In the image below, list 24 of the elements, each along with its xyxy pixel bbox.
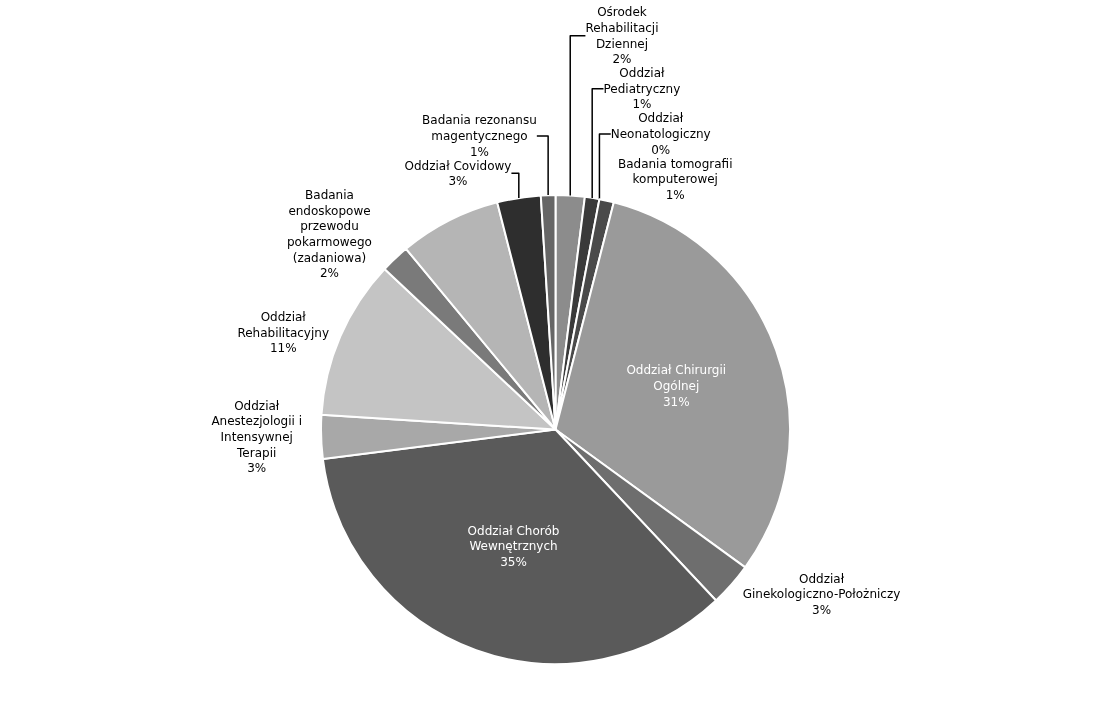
category-label: Oddział Neonatologiczny — [610, 111, 711, 141]
data-label: 2% — [319, 266, 340, 281]
slice-label: Oddział Anestezjologii i Intensywnej Terapii — [211, 398, 303, 460]
text: 0% — [651, 142, 671, 157]
data-label: 11% — [269, 341, 297, 356]
data-label: 35% — [500, 554, 527, 569]
slice-label: Badania tomografii komputerowej — [617, 156, 733, 187]
slice-label: Badania rezonansu magentycznego — [422, 113, 537, 143]
data-label: 3% — [448, 174, 468, 189]
slice-label: Oddział Rehabilitacyjny — [237, 310, 329, 340]
data-label: 1% — [632, 97, 652, 112]
slice-label: Oddział Chirurgii Ogólnej — [626, 363, 727, 394]
slice-label: Ośrodek Rehabilitacji Dziennej — [585, 5, 659, 51]
data-label: 1% — [665, 187, 685, 202]
slice-label: Oddział Covidowy — [404, 158, 512, 173]
slice-label: Oddział Ginekologiczno-Położniczy — [742, 571, 901, 602]
slice-label: Oddział Pediatryczny — [603, 66, 681, 96]
data-label: 3% — [812, 603, 832, 618]
data-label: 3% — [247, 461, 267, 476]
slice-label: Oddział Chorób Wewnętrznych — [467, 523, 560, 554]
data-label: 1% — [469, 144, 489, 159]
data-label: 31% — [662, 394, 690, 409]
slice-label: Badania endoskopowe przewodu pokarmowego (zadaniowa) — [287, 188, 372, 265]
data-label: 2% — [612, 52, 632, 67]
